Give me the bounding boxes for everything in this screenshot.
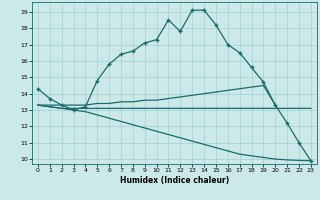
X-axis label: Humidex (Indice chaleur): Humidex (Indice chaleur) <box>120 176 229 185</box>
